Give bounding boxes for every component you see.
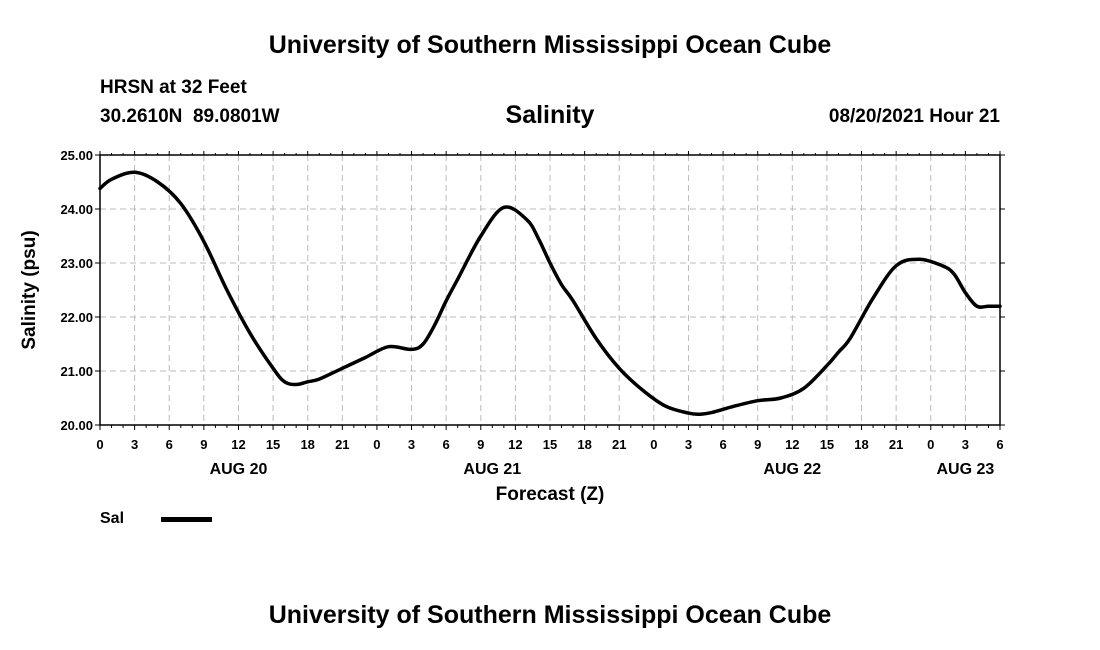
y-tick-label: 23.00 — [60, 256, 93, 271]
x-tick-label: 18 — [577, 437, 591, 452]
day-label: AUG 21 — [463, 461, 521, 478]
x-tick-label: 18 — [300, 437, 314, 452]
x-tick-label: 21 — [335, 437, 349, 452]
x-tick-label: 0 — [650, 437, 657, 452]
x-tick-label: 6 — [443, 437, 450, 452]
station-label: HRSN at 32 Feet — [100, 77, 247, 98]
top-title: University of Southern Mississippi Ocean… — [268, 31, 832, 59]
y-tick-label: 20.00 — [60, 418, 93, 433]
x-tick-label: 15 — [820, 437, 834, 452]
x-tick-label: 0 — [927, 437, 934, 452]
x-tick-label: 18 — [854, 437, 868, 452]
x-tick-label: 6 — [166, 437, 173, 452]
x-tick-label: 3 — [131, 437, 138, 452]
x-tick-label: 12 — [231, 437, 245, 452]
x-tick-label: 21 — [889, 437, 903, 452]
x-tick-label: 9 — [200, 437, 207, 452]
y-tick-label: 21.00 — [60, 364, 93, 379]
x-tick-label: 9 — [754, 437, 761, 452]
chart-title: Salinity — [505, 101, 595, 129]
x-tick-label: 15 — [266, 437, 280, 452]
axes — [95, 151, 1005, 430]
x-tick-label: 0 — [96, 437, 103, 452]
plot-frame — [99, 154, 1001, 426]
x-tick-label: 3 — [962, 437, 969, 452]
x-tick-label: 6 — [719, 437, 726, 452]
day-label: AUG 23 — [936, 461, 994, 478]
series-layer — [98, 170, 1002, 417]
bottom-title: University of Southern Mississippi Ocean… — [268, 601, 832, 629]
x-tick-label: 12 — [508, 437, 522, 452]
x-tick-label: 15 — [543, 437, 557, 452]
x-tick-label: 9 — [477, 437, 484, 452]
day-label: AUG 22 — [763, 461, 821, 478]
x-axis-title: Forecast (Z) — [496, 484, 605, 505]
y-tick-label: 22.00 — [60, 310, 93, 325]
x-tick-label: 6 — [996, 437, 1003, 452]
y-tick-label: 25.00 — [60, 148, 93, 163]
x-tick-label: 21 — [612, 437, 626, 452]
y-axis-title: Salinity (psu) — [19, 230, 40, 349]
x-tick-label: 3 — [685, 437, 692, 452]
day-label: AUG 20 — [210, 461, 268, 478]
x-tick-label: 12 — [785, 437, 799, 452]
series-line-sal — [98, 170, 1002, 417]
coordinates-label: 30.2610N 89.0801W — [100, 106, 280, 127]
legend-label: Sal — [100, 510, 125, 527]
legend-line-swatch — [161, 517, 212, 522]
y-tick-label: 24.00 — [60, 202, 93, 217]
x-tick-label: 3 — [408, 437, 415, 452]
datetime-label: 08/20/2021 Hour 21 — [828, 106, 1000, 127]
grid-lines — [100, 155, 1000, 425]
x-tick-label: 0 — [373, 437, 380, 452]
axis-labels: Forecast (Z) Salinity (psu) 20.00 21.00 22… — [19, 148, 1004, 505]
